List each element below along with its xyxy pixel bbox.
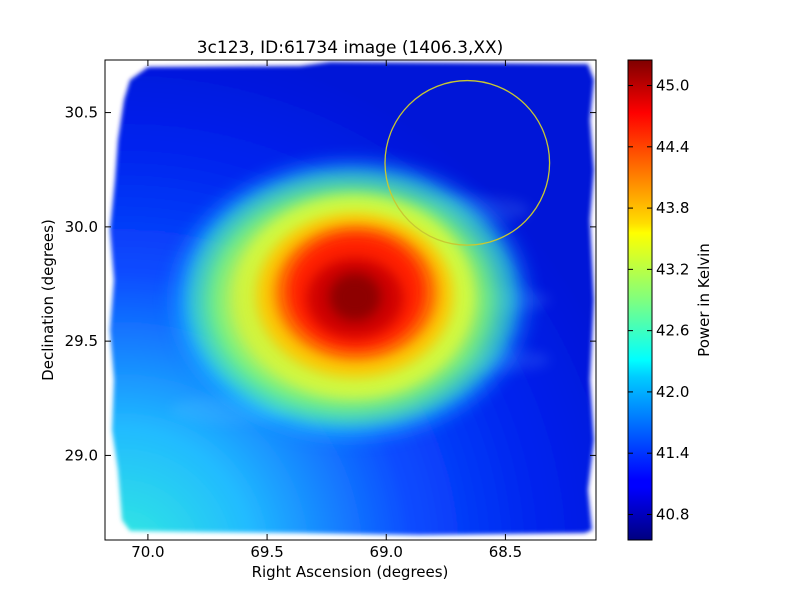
colorbar-tick-label: 42.0 bbox=[656, 383, 689, 401]
y-tick-label: 30.5 bbox=[65, 104, 98, 122]
colorbar-tick-label: 40.8 bbox=[656, 505, 689, 523]
colorbar-tick-label: 43.2 bbox=[656, 260, 689, 278]
marker-circle bbox=[384, 79, 551, 246]
source-emission bbox=[160, 150, 540, 450]
colorbar-tick-label: 45.0 bbox=[656, 77, 689, 95]
colorbar-label: Power in Kelvin bbox=[695, 243, 713, 357]
y-axis-label: Declination (degrees) bbox=[39, 219, 57, 381]
x-tick-label: 69.5 bbox=[250, 543, 283, 561]
plot-frame bbox=[104, 59, 597, 541]
colorbar bbox=[627, 59, 653, 541]
x-tick-label: 69.0 bbox=[370, 543, 403, 561]
chart-title: 3c123, ID:61734 image (1406.3,XX) bbox=[197, 38, 504, 58]
y-tick-label: 29.5 bbox=[65, 332, 98, 350]
x-axis-ticks: 70.0 69.5 69.0 68.5 bbox=[131, 60, 522, 561]
x-axis-label: Right Ascension (degrees) bbox=[252, 563, 449, 581]
x-tick-label: 68.5 bbox=[489, 543, 522, 561]
x-tick-label: 70.0 bbox=[131, 543, 164, 561]
y-axis-ticks: 29.0 29.5 30.0 30.5 bbox=[65, 104, 596, 464]
colorbar-tick-label: 41.4 bbox=[656, 444, 689, 462]
colorbar-tick-label: 44.4 bbox=[656, 138, 689, 156]
colorbar-ticks: 40.8 41.4 42.0 42.6 43.2 43.8 44.4 45.0 bbox=[628, 77, 689, 523]
colorbar-tick-label: 42.6 bbox=[656, 322, 689, 340]
y-tick-label: 30.0 bbox=[65, 218, 98, 236]
colorbar-tick-label: 43.8 bbox=[656, 199, 689, 217]
y-tick-label: 29.0 bbox=[65, 446, 98, 464]
